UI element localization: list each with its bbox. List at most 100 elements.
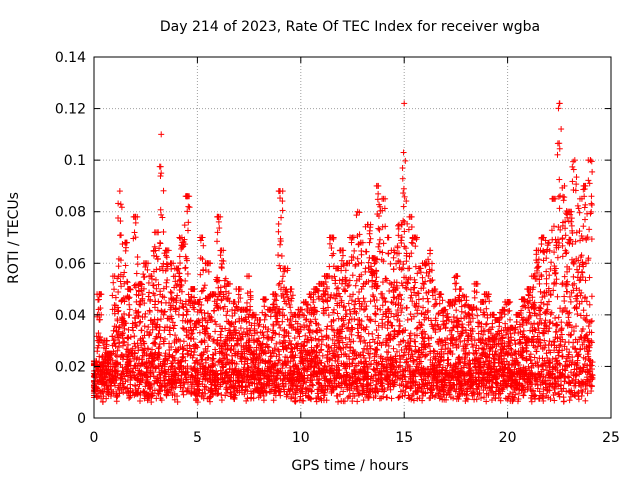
data-point — [358, 248, 364, 254]
data-point — [419, 275, 425, 281]
data-point — [328, 245, 334, 251]
data-point — [408, 311, 414, 317]
data-point — [377, 237, 383, 243]
data-point — [432, 302, 438, 308]
data-point — [218, 328, 224, 334]
data-point — [397, 394, 403, 400]
data-point — [262, 317, 268, 323]
data-point — [469, 341, 475, 347]
data-point — [135, 254, 141, 260]
data-point-peak — [158, 131, 164, 137]
data-point — [158, 212, 164, 218]
data-point — [134, 271, 140, 277]
data-point — [505, 308, 511, 314]
data-point — [341, 303, 347, 309]
data-point — [347, 278, 353, 284]
data-point — [188, 318, 194, 324]
data-point — [409, 224, 415, 230]
data-point — [281, 312, 287, 318]
data-point — [428, 278, 434, 284]
data-point — [152, 298, 158, 304]
data-point — [142, 323, 148, 329]
data-point — [404, 305, 410, 311]
data-point — [429, 261, 435, 267]
data-point — [401, 353, 407, 359]
data-point — [214, 238, 220, 244]
data-point — [397, 292, 403, 298]
data-point — [369, 331, 375, 337]
data-point — [125, 279, 131, 285]
data-point — [334, 310, 340, 316]
data-point — [279, 253, 285, 259]
data-point — [167, 332, 173, 338]
data-point — [401, 186, 407, 192]
data-point — [132, 229, 138, 235]
data-point-peak — [386, 235, 392, 241]
data-point — [287, 338, 293, 344]
data-point — [278, 215, 284, 221]
data-point — [368, 298, 374, 304]
data-point — [289, 345, 295, 351]
data-points — [91, 100, 596, 405]
data-point — [355, 296, 361, 302]
data-point — [151, 340, 157, 346]
data-point — [414, 307, 420, 313]
data-point-peak — [262, 296, 268, 302]
data-point — [188, 336, 194, 342]
data-point — [378, 291, 384, 297]
data-point — [218, 264, 224, 270]
data-point — [151, 253, 157, 259]
data-point — [126, 302, 132, 308]
data-point — [371, 261, 377, 267]
data-point — [157, 240, 163, 246]
data-point — [279, 319, 285, 325]
data-point — [353, 262, 359, 268]
data-point — [496, 360, 502, 366]
data-point — [472, 295, 478, 301]
data-point — [162, 308, 168, 314]
data-point — [414, 326, 420, 332]
data-point — [362, 306, 368, 312]
data-point — [160, 229, 166, 235]
data-point — [183, 265, 189, 271]
data-point — [134, 323, 140, 329]
data-point — [335, 285, 341, 291]
data-point — [153, 277, 159, 283]
data-point — [168, 289, 174, 295]
data-point — [276, 221, 282, 227]
data-point — [453, 280, 459, 286]
data-point — [484, 315, 490, 321]
data-point — [353, 212, 359, 218]
data-point — [383, 394, 389, 400]
data-point — [177, 254, 183, 260]
data-point — [343, 335, 349, 341]
data-point — [197, 272, 203, 278]
data-point — [391, 255, 397, 261]
data-point — [111, 328, 117, 334]
data-point — [292, 399, 298, 405]
data-point — [420, 305, 426, 311]
data-point — [130, 327, 136, 333]
data-point — [346, 301, 352, 307]
data-point — [354, 398, 360, 404]
data-point — [135, 261, 141, 267]
data-point — [431, 303, 437, 309]
data-point — [159, 215, 165, 221]
data-point — [297, 334, 303, 340]
data-point — [219, 397, 225, 403]
data-point — [391, 266, 397, 272]
data-point — [125, 335, 131, 341]
chart-title: Day 214 of 2023, Rate Of TEC Index for r… — [160, 19, 540, 35]
data-point-peak — [427, 247, 433, 253]
data-point — [401, 204, 407, 210]
data-point — [420, 296, 426, 302]
data-point — [340, 253, 346, 259]
data-point — [327, 241, 333, 247]
data-point — [261, 303, 267, 309]
data-point — [115, 289, 121, 295]
data-point — [223, 312, 229, 318]
data-point — [370, 294, 376, 300]
data-point — [158, 164, 164, 170]
data-point — [373, 312, 379, 318]
